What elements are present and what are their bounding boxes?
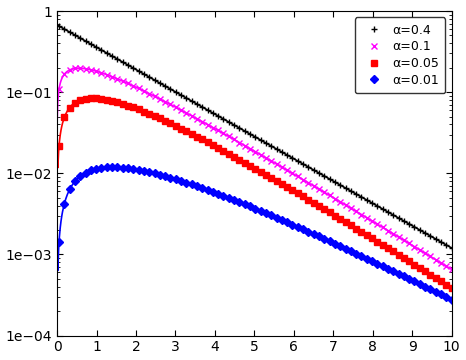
α=0.05: [449, 286, 454, 290]
α=0.4: [369, 201, 375, 205]
α=0.01: [109, 165, 115, 169]
α=0.1: [359, 212, 364, 217]
α=0.4: [56, 24, 62, 28]
Line: α=0.1: α=0.1: [55, 65, 455, 273]
Line: α=0.01: α=0.01: [56, 164, 454, 302]
Line: α=0.4: α=0.4: [55, 23, 455, 252]
α=0.05: [88, 96, 94, 100]
α=0.05: [411, 262, 417, 267]
α=0.05: [359, 230, 364, 234]
α=0.01: [369, 259, 375, 263]
α=0.1: [375, 222, 380, 226]
α=0.4: [380, 207, 385, 211]
α=0.1: [369, 219, 375, 223]
Line: α=0.05: α=0.05: [56, 95, 454, 291]
α=0.4: [364, 198, 370, 202]
α=0.05: [375, 239, 380, 244]
α=0.4: [88, 42, 94, 46]
α=0.4: [353, 192, 359, 196]
α=0.01: [359, 254, 364, 258]
α=0.05: [385, 246, 391, 250]
Legend: α=0.4, α=0.1, α=0.05, α=0.01: α=0.4, α=0.1, α=0.05, α=0.01: [355, 17, 445, 93]
α=0.01: [375, 261, 380, 266]
α=0.01: [449, 297, 454, 302]
α=0.05: [93, 96, 99, 100]
α=0.1: [56, 87, 62, 91]
α=0.01: [411, 279, 417, 284]
α=0.4: [406, 222, 412, 226]
α=0.1: [93, 69, 99, 73]
α=0.4: [449, 246, 454, 250]
α=0.05: [369, 236, 375, 240]
α=0.1: [449, 267, 454, 271]
α=0.05: [56, 144, 62, 148]
α=0.1: [77, 66, 83, 71]
α=0.01: [385, 266, 391, 271]
α=0.1: [385, 228, 391, 233]
α=0.01: [56, 240, 62, 244]
α=0.1: [411, 244, 417, 249]
α=0.01: [88, 168, 94, 172]
